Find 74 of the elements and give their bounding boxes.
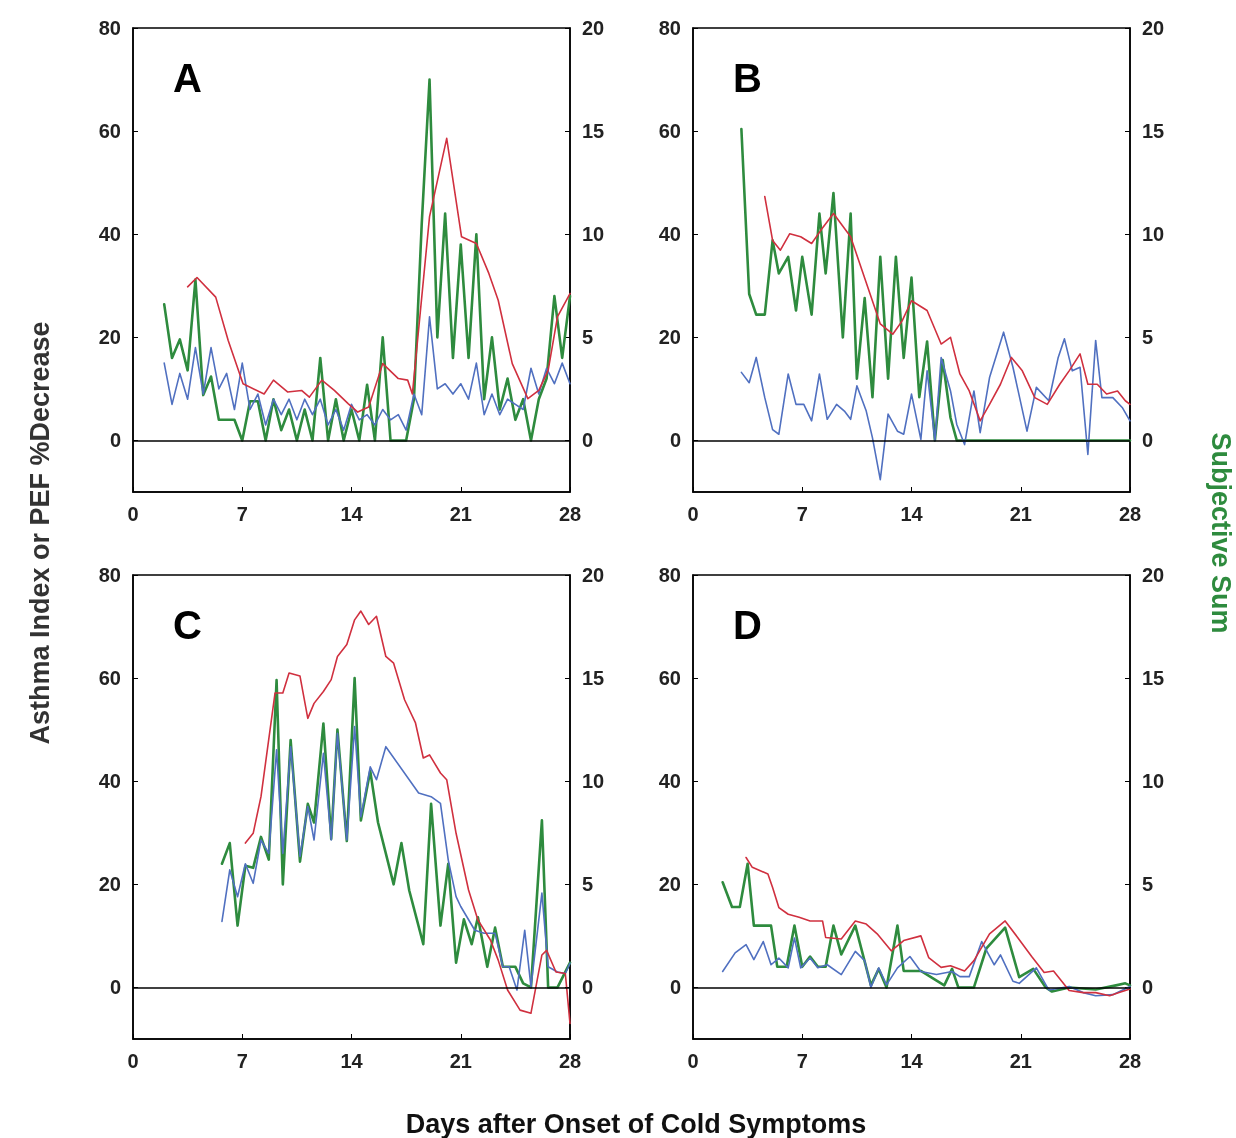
x-tick-label: 28 [1118, 1050, 1142, 1072]
x-tick-label: 7 [236, 1050, 248, 1072]
y2-tick-label: 10 [582, 770, 605, 793]
x-tick-label: 0 [127, 1050, 139, 1072]
x-tick-label: 7 [796, 503, 808, 525]
x-tick-label: 21 [1009, 503, 1032, 525]
y2-tick-label: 20 [582, 17, 605, 39]
y-tick-label: 0 [109, 976, 121, 999]
y2-tick-label: 5 [1142, 873, 1154, 896]
y2-tick-label: 0 [582, 429, 594, 452]
x-tick-label: 28 [1118, 503, 1142, 525]
y-tick-label: 0 [669, 429, 681, 452]
y2-tick-label: 5 [1142, 326, 1154, 349]
line-series [763, 195, 1131, 422]
line-series [244, 610, 571, 1025]
y-tick-label: 60 [98, 120, 121, 143]
y2-tick-label: 15 [582, 667, 605, 690]
x-tick-label: 0 [687, 503, 699, 525]
x-tick-label: 14 [340, 503, 364, 525]
y2-tick-label: 0 [1142, 976, 1154, 999]
y-axis-title: Asthma Index or PEF %Decrease [24, 321, 56, 745]
y-tick-label: 20 [658, 873, 681, 896]
y-tick-label: 0 [669, 976, 681, 999]
y2-tick-label: 0 [582, 976, 594, 999]
line-series [740, 331, 1131, 481]
y-tick-label: 40 [98, 223, 121, 246]
x-tick-label: 21 [449, 1050, 472, 1072]
text: B [733, 56, 762, 100]
line-series [186, 137, 571, 413]
y-tick-label: 20 [658, 326, 681, 349]
text: A [173, 56, 202, 100]
y-tick-label: 20 [98, 873, 121, 896]
x-tick-label: 14 [340, 1050, 364, 1072]
x-tick-label: 0 [687, 1050, 699, 1072]
y-tick-label: 40 [98, 770, 121, 793]
y-tick-label: 60 [658, 667, 681, 690]
y-tick-label: 40 [658, 770, 681, 793]
line-series [221, 725, 571, 991]
x-tick-label: 7 [796, 1050, 808, 1072]
x-tick-label: 14 [900, 503, 924, 525]
y2-tick-label: 0 [1142, 429, 1154, 452]
y2-tick-label: 15 [1142, 667, 1165, 690]
y2-tick-label: 10 [582, 223, 605, 246]
x-axis-title: Days after Onset of Cold Symptoms [405, 1108, 867, 1138]
y2-tick-label: 15 [582, 120, 605, 143]
y2-tick-label: 20 [1142, 564, 1165, 586]
x-tick-label: 21 [1009, 1050, 1032, 1072]
text: C [173, 603, 202, 647]
y-tick-label: 20 [98, 326, 121, 349]
y-tick-label: 80 [658, 17, 681, 39]
y2-tick-label: 20 [1142, 17, 1165, 39]
y2-tick-label: 10 [1142, 223, 1165, 246]
x-tick-label: 28 [558, 1050, 582, 1072]
y-tick-label: 40 [658, 223, 681, 246]
y2-tick-label: 10 [1142, 770, 1165, 793]
x-tick-label: 21 [449, 503, 472, 525]
line-series [163, 315, 571, 431]
x-tick-label: 28 [558, 503, 582, 525]
y-tick-label: 0 [109, 429, 121, 452]
y-tick-label: 80 [98, 17, 121, 39]
y2-tick-label: 5 [582, 326, 594, 349]
y-tick-label: 80 [98, 564, 121, 586]
y-tick-label: 60 [98, 667, 121, 690]
y2-tick-label: 5 [582, 873, 594, 896]
line-series [721, 937, 1131, 997]
y2-tick-label: 20 [582, 564, 605, 586]
text: D [733, 603, 762, 647]
x-tick-label: 0 [127, 503, 139, 525]
y2-tick-label: 15 [1142, 120, 1165, 143]
y-tick-label: 60 [658, 120, 681, 143]
y2-axis-title: Subjective Sum [1204, 432, 1236, 634]
x-tick-label: 7 [236, 503, 248, 525]
y-tick-label: 80 [658, 564, 681, 586]
x-tick-label: 14 [900, 1050, 924, 1072]
